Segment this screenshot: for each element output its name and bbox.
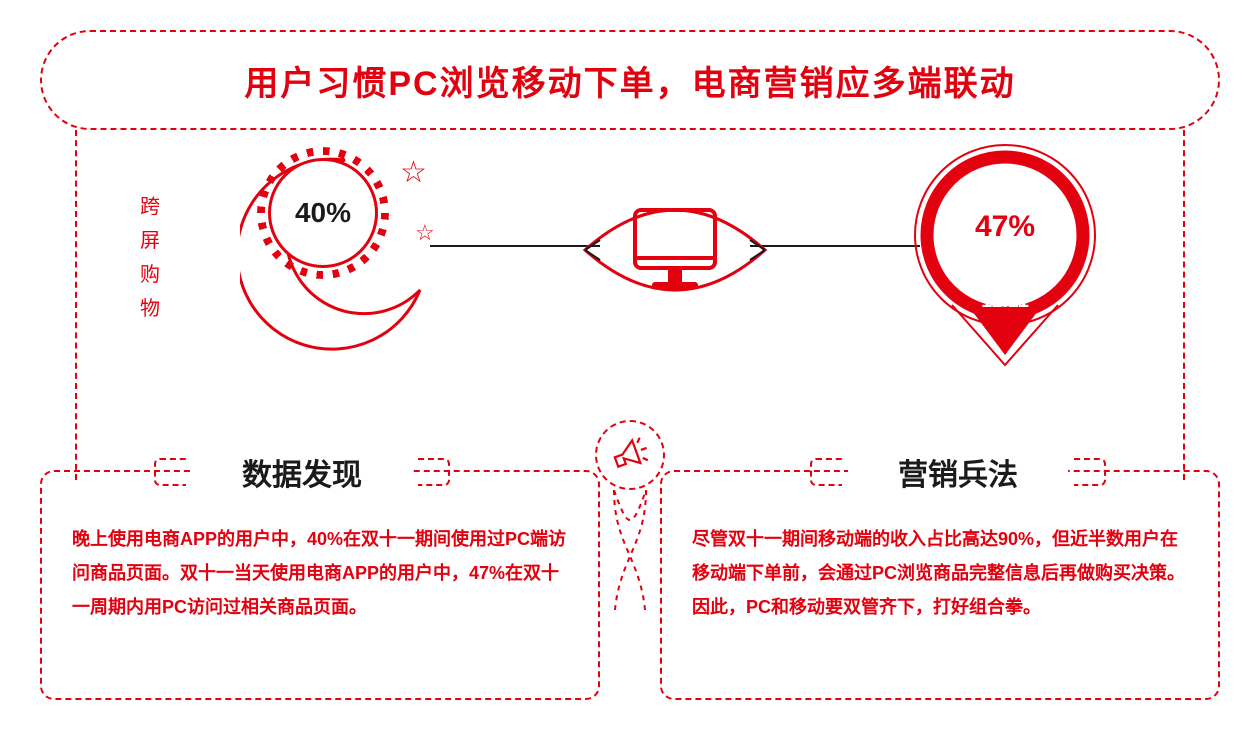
star-icon: ☆ <box>415 220 435 246</box>
sun-badge-icon: 40% <box>268 158 378 268</box>
connector-line-2 <box>750 245 920 247</box>
marketing-tactics-box: 营销兵法 尽管双十一期间移动端的收入占比高达90%，但近半数用户在移动端下单前，… <box>660 470 1220 700</box>
moon-badge-group: 40% ☆ ☆ <box>240 150 440 350</box>
megaphone-icon <box>607 432 653 478</box>
badge-40-value: 40% <box>295 197 351 229</box>
data-findings-box: 数据发现 晚上使用电商APP的用户中，40%在双十一期间使用过PC端访问商品页面… <box>40 470 600 700</box>
monitor-eye-icon <box>580 165 770 335</box>
connector-left-vertical <box>75 130 77 480</box>
connector-line-1 <box>430 245 600 247</box>
side-label-char: 购 <box>140 258 160 292</box>
megaphone-badge <box>595 420 665 490</box>
pin-date: 11.11 <box>910 290 1100 313</box>
pin-value: 47% <box>910 210 1100 244</box>
star-icon: ☆ <box>400 155 427 190</box>
marketing-tactics-body: 尽管双十一期间移动端的收入占比高达90%，但近半数用户在移动端下单前，会通过PC… <box>692 522 1188 624</box>
location-pin-icon: 47% 11.11 <box>910 140 1100 370</box>
center-cross-connector <box>608 490 652 610</box>
marketing-tactics-header: 营销兵法 <box>848 448 1068 496</box>
side-label-char: 跨 <box>140 190 160 224</box>
data-findings-header: 数据发现 <box>192 448 412 496</box>
side-label-char: 物 <box>140 292 160 326</box>
side-label-char: 屏 <box>140 224 160 258</box>
connector-right-vertical <box>1183 130 1185 480</box>
title-container: 用户习惯PC浏览移动下单，电商营销应多端联动 <box>40 30 1220 130</box>
page-title: 用户习惯PC浏览移动下单，电商营销应多端联动 <box>244 56 1015 105</box>
icons-row: 40% ☆ ☆ <box>230 150 1110 360</box>
data-findings-body: 晚上使用电商APP的用户中，40%在双十一期间使用过PC端访问商品页面。双十一当… <box>72 522 568 624</box>
side-label: 跨 屏 购 物 <box>140 190 160 326</box>
